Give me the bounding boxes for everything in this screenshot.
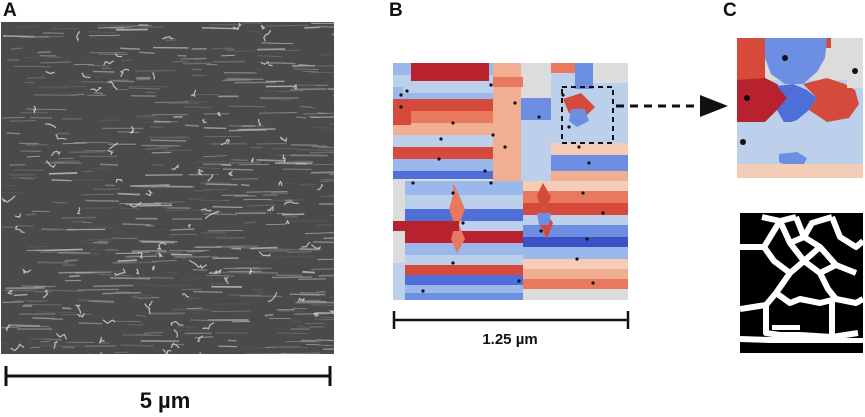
grain-boundary-svg: [740, 213, 863, 353]
zoomed-grain-svg: [737, 38, 863, 178]
sem-micrograph: [1, 22, 334, 354]
grain-boundary-map: [740, 213, 863, 353]
zoomed-grain-map: [737, 38, 863, 178]
panel-label-c: C: [723, 0, 737, 21]
grain-map: [393, 63, 628, 300]
panel-label-b: B: [389, 0, 403, 21]
grain-map-svg: [393, 63, 628, 300]
panel-label-a: A: [3, 0, 17, 21]
sem-texture: [1, 22, 334, 354]
scale-bar-a-label: 5 µm: [139, 388, 191, 413]
scale-bar-b-label: 1.25 µm: [482, 331, 538, 348]
